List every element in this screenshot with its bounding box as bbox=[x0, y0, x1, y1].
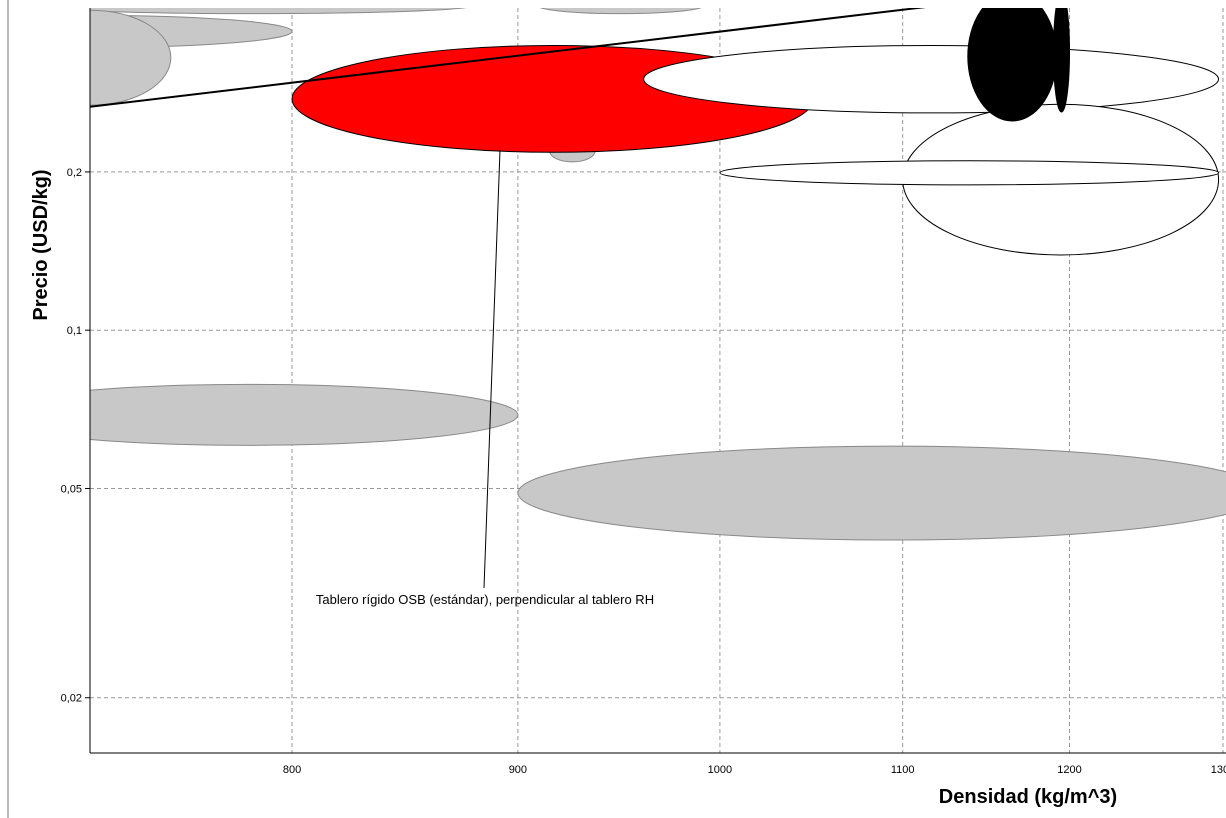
x-tick-label: 1300 bbox=[1211, 764, 1226, 776]
material-bubble bbox=[90, 8, 468, 15]
material-bubble bbox=[517, 445, 1226, 541]
material-bubble bbox=[719, 160, 1220, 186]
y-tick-label: 0,2 bbox=[67, 167, 82, 179]
y-axis-title: Precio (USD/kg) bbox=[30, 169, 52, 320]
x-tick-label: 800 bbox=[283, 764, 301, 776]
x-tick-label: 1000 bbox=[708, 764, 732, 776]
material-bubble bbox=[90, 9, 172, 106]
x-tick-label: 900 bbox=[509, 764, 527, 776]
material-bubble bbox=[967, 8, 1058, 122]
material-bubble bbox=[90, 383, 519, 446]
x-tick-label: 1100 bbox=[891, 764, 915, 776]
material-bubble bbox=[643, 44, 1220, 114]
y-tick-label: 0,1 bbox=[67, 325, 82, 337]
guide-line bbox=[90, 8, 926, 108]
y-tick-label: 0,05 bbox=[61, 483, 82, 495]
annotation-leader bbox=[483, 149, 501, 589]
material-bubble bbox=[539, 8, 702, 15]
annotation: Tablero rígido OSB (estándar), perpendic… bbox=[316, 592, 654, 607]
x-axis-title: Densidad (kg/m^3) bbox=[939, 786, 1117, 808]
material-bubble bbox=[1052, 8, 1071, 113]
y-tick-label: 0,02 bbox=[61, 693, 82, 705]
plot-area bbox=[90, 8, 1226, 541]
x-tick-label: 1200 bbox=[1057, 764, 1081, 776]
